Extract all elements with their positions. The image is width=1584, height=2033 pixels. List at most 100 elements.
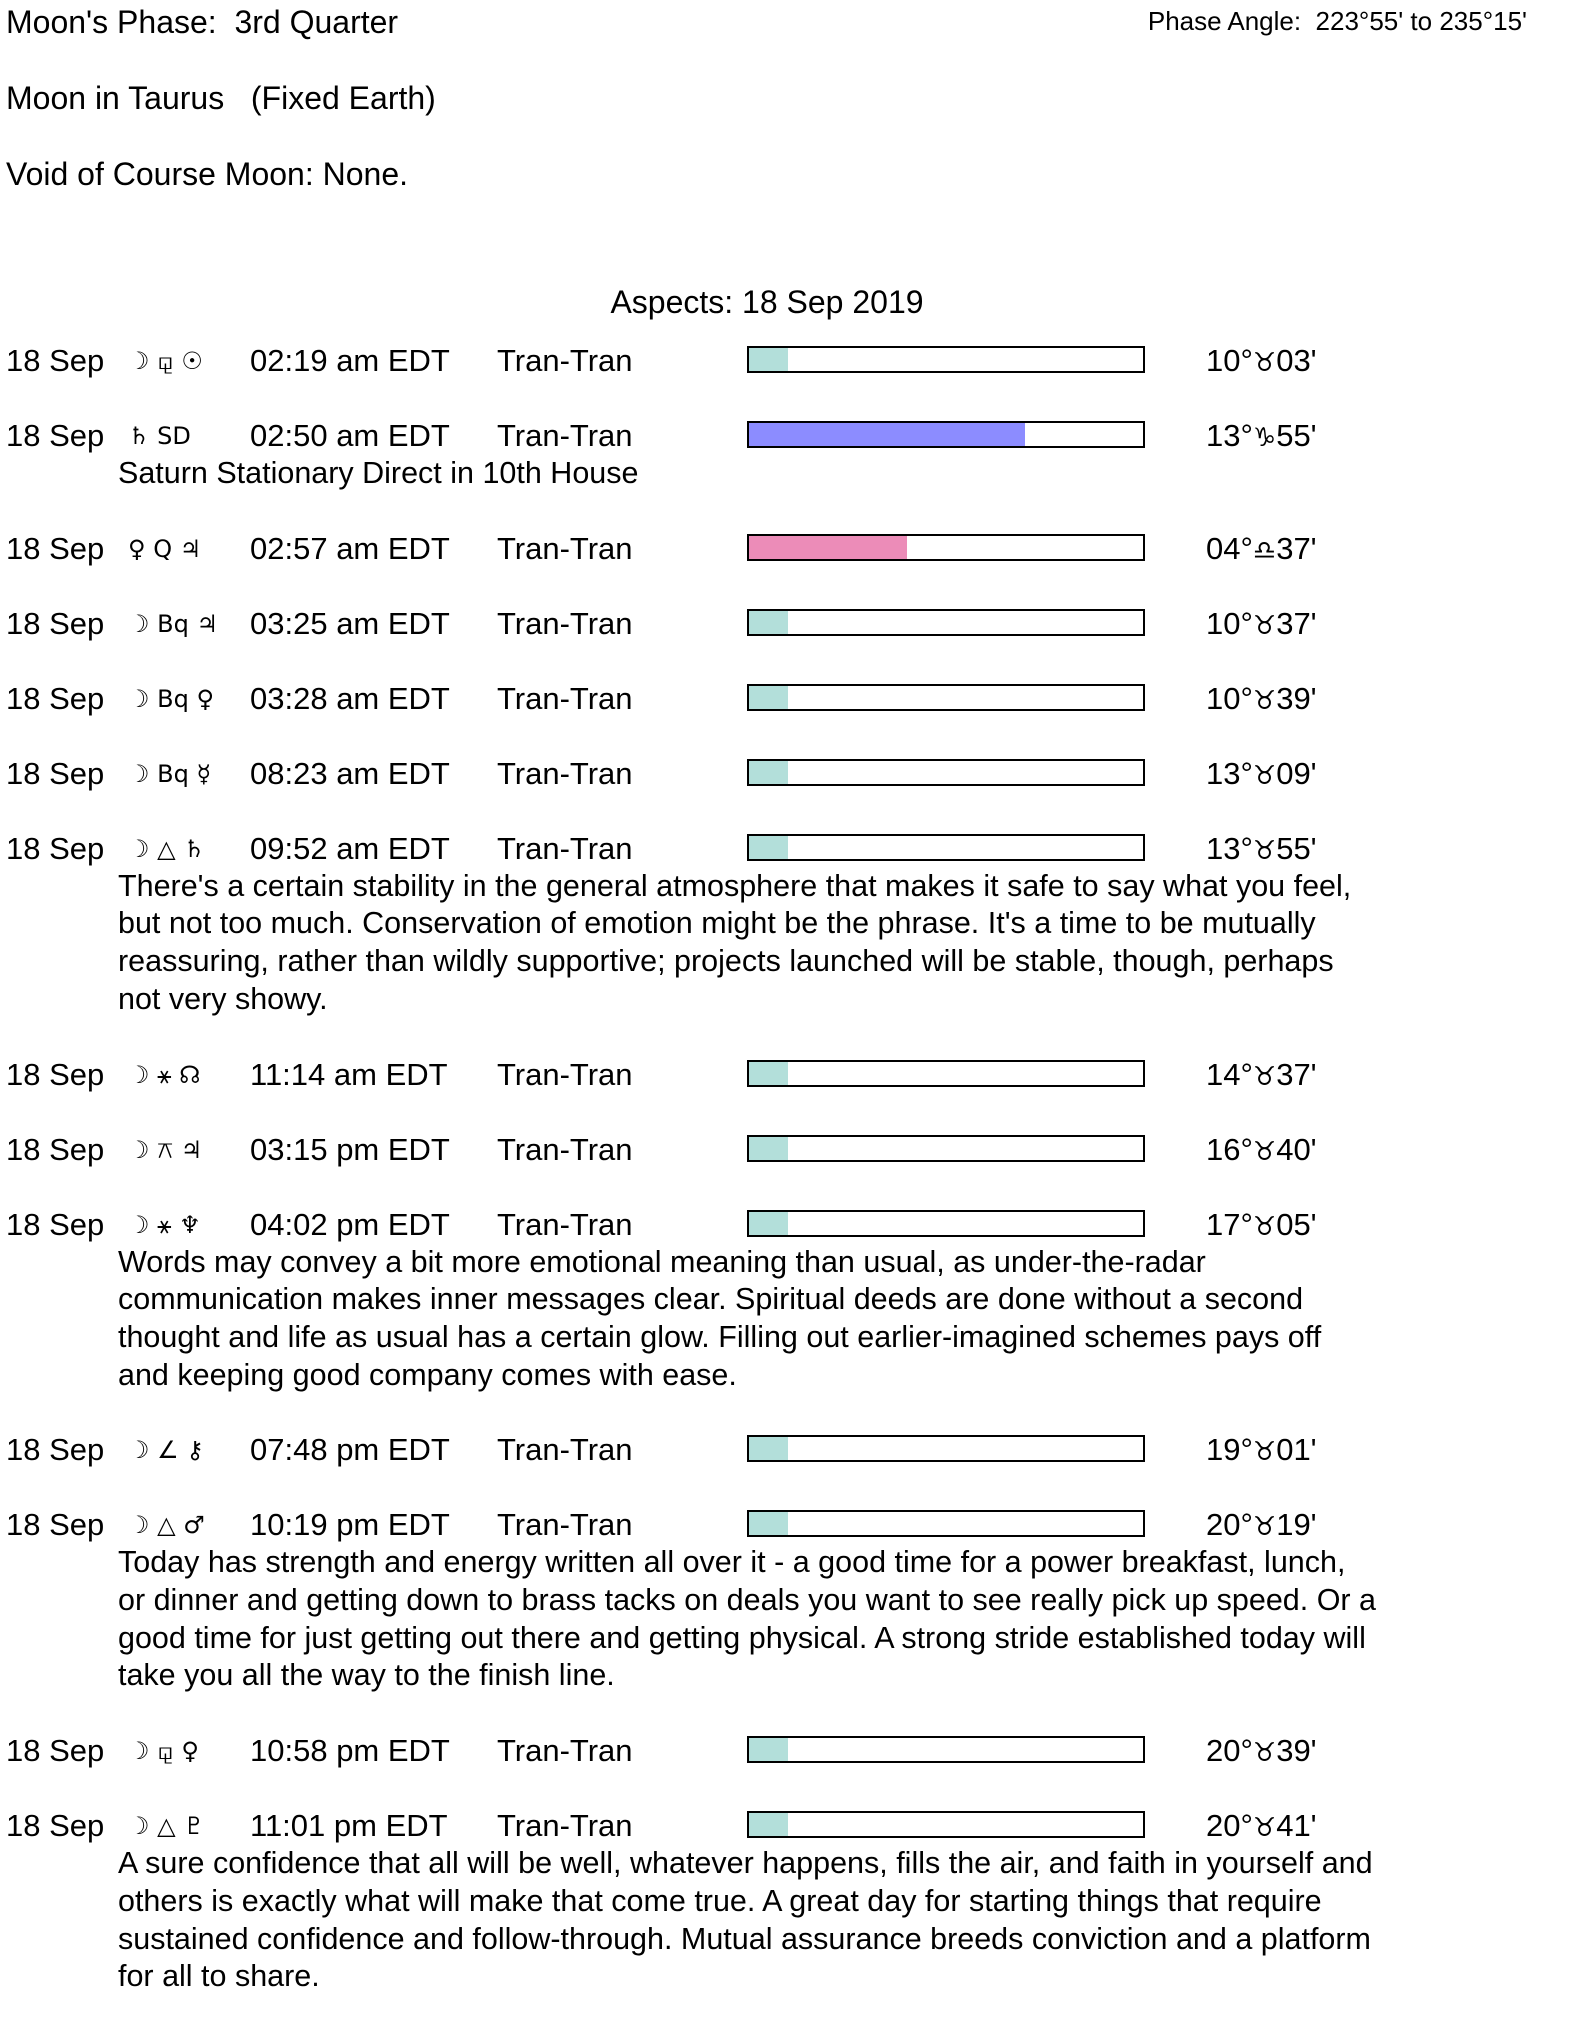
aspect-row: 18 Sep ♀ Q ♃ 02:57 am EDT Tran-Tran 04°♎37' <box>0 530 1584 568</box>
position-minutes: 55' <box>1276 830 1317 866</box>
aspect-date: 18 Sep <box>6 1131 105 1167</box>
aspect-type: Tran-Tran <box>497 1432 633 1468</box>
strength-bar-fill <box>749 535 907 559</box>
aspect-date: 18 Sep <box>6 343 105 378</box>
position-degrees: 04° <box>1206 530 1253 566</box>
position-degrees: 20° <box>1206 1808 1253 1844</box>
aspect-position: 13°♉55' <box>1206 830 1317 870</box>
position-degrees: 20° <box>1206 1507 1253 1543</box>
position-minutes: 55' <box>1276 418 1317 453</box>
position-minutes: 41' <box>1276 1808 1317 1844</box>
aspect-type: Tran-Tran <box>497 1056 633 1092</box>
aspect-row: 18 Sep ☽ ⚹ ♆ 04:02 pm EDT Tran-Tran 17°♉05' <box>0 1206 1584 1244</box>
strength-bar <box>747 346 1145 373</box>
zodiac-sign-icon: ♉ <box>1252 685 1277 716</box>
strength-bar <box>747 683 1145 711</box>
aspect-position: 16°♉40' <box>1206 1131 1317 1171</box>
aspect-row: 18 Sep ☽ △ ♇ 11:01 pm EDT Tran-Tran 20°♉41' <box>0 1807 1584 1845</box>
description-line: or dinner and getting down to brass tack… <box>118 1583 1377 1618</box>
aspect-type: Tran-Tran <box>497 1507 633 1543</box>
strength-bar <box>747 608 1145 636</box>
aspect-date: 18 Sep <box>6 830 105 866</box>
position-degrees: 13° <box>1206 830 1253 866</box>
aspect-date: 18 Sep <box>6 530 105 566</box>
aspect-position: 04°♎37' <box>1206 530 1317 570</box>
aspect-position: 10°♉37' <box>1206 605 1317 645</box>
aspect-time: 02:50 am EDT <box>250 418 450 453</box>
zodiac-sign-icon: ♉ <box>1252 760 1277 791</box>
aspect-entry: 18 Sep ☽ ⚼ ☉ 02:19 am EDT Tran-Tran 10°♉03' <box>0 342 1584 380</box>
description-line: thought and life as usual has a certain … <box>118 1319 1322 1354</box>
position-minutes: 39' <box>1276 1733 1317 1769</box>
aspect-row: 18 Sep ☽ ⚼ ☉ 02:19 am EDT Tran-Tran 10°♉03' <box>0 342 1584 380</box>
aspect-row: 18 Sep ☽ Bq ♃ 03:25 am EDT Tran-Tran 10°♉37' <box>0 605 1584 643</box>
moon-phase: Moon's Phase: 3rd Quarter <box>6 4 399 40</box>
aspects-title: Aspects: 18 Sep 2019 <box>610 284 924 320</box>
aspect-position: 10°♉39' <box>1206 680 1317 720</box>
aspect-date: 18 Sep <box>6 680 105 716</box>
zodiac-sign-icon: ♉ <box>1252 835 1277 866</box>
strength-bar-fill <box>749 1738 789 1762</box>
aspect-type: Tran-Tran <box>497 830 633 866</box>
strength-bar <box>747 1134 1145 1162</box>
strength-bar-fill <box>749 685 789 709</box>
description-line: Saturn Stationary Direct in 10th House <box>118 456 639 490</box>
aspect-entry: 18 Sep ☽ ∠ ⚷ 07:48 pm EDT Tran-Tran 19°♉01' <box>0 1431 1584 1469</box>
aspect-time: 02:19 am EDT <box>250 343 450 378</box>
void-of-course: Void of Course Moon: None. <box>6 156 409 192</box>
aspect-entry: 18 Sep ☽ ⚹ ♆ 04:02 pm EDT Tran-Tran 17°♉05' W… <box>0 1206 1584 1395</box>
aspect-row: 18 Sep ☽ Bq ♀ 03:28 am EDT Tran-Tran 10°♉39' <box>0 680 1584 718</box>
aspect-time: 11:14 am EDT <box>250 1056 448 1092</box>
aspect-glyphs-icon: ☽ Bq ♀ <box>128 684 215 713</box>
aspect-row: 18 Sep ☽ ⚹ ☊ 11:14 am EDT Tran-Tran 14°♉37' <box>0 1056 1584 1094</box>
aspect-glyphs-icon: ☽ △ ♄ <box>128 834 205 863</box>
aspect-type: Tran-Tran <box>497 530 633 566</box>
aspect-entry: 18 Sep ♀ Q ♃ 02:57 am EDT Tran-Tran 04°♎37' <box>0 530 1584 568</box>
aspect-entry: 18 Sep ☽ ⚼ ♀ 10:58 pm EDT Tran-Tran 20°♉39' <box>0 1732 1584 1770</box>
aspect-entry: 18 Sep ☽ Bq ♀ 03:28 am EDT Tran-Tran 10°♉39' <box>0 680 1584 718</box>
strength-bar-fill <box>749 1813 789 1837</box>
aspect-entry: 18 Sep ☽ △ ♂ 10:19 pm EDT Tran-Tran 20°♉19' T… <box>0 1506 1584 1695</box>
aspect-date: 18 Sep <box>6 1507 105 1543</box>
aspect-entry: 18 Sep ♄ SD 02:50 am EDT Tran-Tran 13°♑55' Sa… <box>0 417 1584 493</box>
strength-bar <box>747 533 1145 561</box>
position-minutes: 01' <box>1276 1432 1317 1468</box>
zodiac-sign-icon: ♉ <box>1252 1437 1277 1468</box>
strength-bar-fill <box>749 1512 789 1536</box>
description-line: Words may convey a bit more emotional me… <box>118 1244 1206 1279</box>
aspect-date: 18 Sep <box>6 755 105 791</box>
aspect-description: Words may convey a bit more emotional me… <box>0 1244 1584 1395</box>
zodiac-sign-icon: ♉ <box>1252 610 1277 641</box>
strength-bar-fill <box>749 1061 789 1085</box>
description-line: for all to share. <box>118 1959 320 1994</box>
aspect-date: 18 Sep <box>6 1808 105 1844</box>
aspect-row: 18 Sep ☽ △ ♂ 10:19 pm EDT Tran-Tran 20°♉19' <box>0 1506 1584 1544</box>
description-line: good time for just getting out there and… <box>118 1620 1366 1655</box>
strength-bar <box>747 1510 1145 1538</box>
position-degrees: 14° <box>1206 1056 1253 1092</box>
aspect-glyphs-icon: ☽ ⚹ ♆ <box>128 1210 201 1239</box>
position-minutes: 40' <box>1276 1131 1317 1167</box>
aspect-entry: 18 Sep ☽ Bq ♃ 03:25 am EDT Tran-Tran 10°♉37' <box>0 605 1584 643</box>
strength-bar <box>747 758 1145 786</box>
aspect-type: Tran-Tran <box>497 1808 633 1844</box>
aspect-glyphs-icon: ☽ ⚹ ☊ <box>128 1060 201 1089</box>
aspect-position: 13°♉09' <box>1206 755 1317 795</box>
aspect-description: Saturn Stationary Direct in 10th House <box>0 455 1584 493</box>
position-minutes: 37' <box>1276 605 1317 641</box>
position-minutes: 09' <box>1276 755 1317 791</box>
aspect-time: 11:01 pm EDT <box>250 1808 448 1844</box>
position-degrees: 16° <box>1206 1131 1253 1167</box>
position-degrees: 20° <box>1206 1733 1253 1769</box>
strength-bar-fill <box>749 1136 789 1160</box>
aspect-position: 20°♉39' <box>1206 1732 1317 1772</box>
aspect-type: Tran-Tran <box>497 755 633 791</box>
description-line: take you all the way to the finish line. <box>118 1658 615 1693</box>
strength-bar-fill <box>749 760 789 784</box>
aspect-time: 03:28 am EDT <box>250 680 450 716</box>
aspect-time: 07:48 pm EDT <box>250 1432 450 1468</box>
aspect-row: 18 Sep ♄ SD 02:50 am EDT Tran-Tran 13°♑55' <box>0 417 1584 455</box>
aspect-entry: 18 Sep ☽ △ ♄ 09:52 am EDT Tran-Tran 13°♉55' T… <box>0 830 1584 1019</box>
strength-bar <box>747 1811 1145 1839</box>
aspect-glyphs-icon: ☽ ∠ ⚷ <box>128 1436 204 1465</box>
